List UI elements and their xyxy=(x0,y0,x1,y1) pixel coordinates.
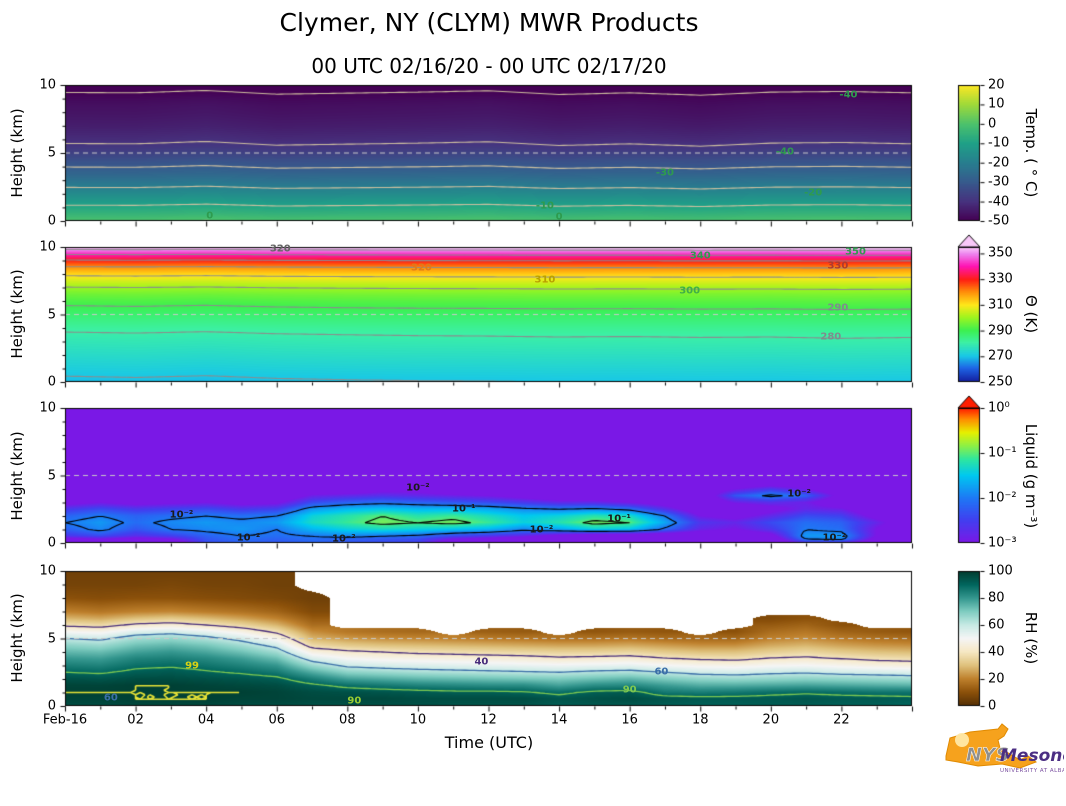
y-tick-label: 10 xyxy=(39,77,56,93)
colorbar-tick-label: -20 xyxy=(988,155,1010,171)
y-axis-label-liquid: Height (km) xyxy=(8,431,26,521)
y-tick-label: 5 xyxy=(47,468,56,483)
contour-label: 330 xyxy=(827,260,849,272)
x-tick-label: 22 xyxy=(833,712,850,728)
contour-label: 310 xyxy=(534,274,556,286)
x-tick-label: 16 xyxy=(621,712,638,728)
contour-label: 10⁻² xyxy=(822,532,847,544)
y-axis-label-temperature: Height (km) xyxy=(8,108,26,198)
colorbar-tick-label: -40 xyxy=(988,194,1010,210)
contour-label: 340 xyxy=(689,250,711,262)
colorbar-tick-label: 310 xyxy=(988,297,1013,313)
colorbar-tick-label: 270 xyxy=(988,348,1013,364)
contour-label: 280 xyxy=(820,331,842,343)
colorbar-label-rh: RH (%) xyxy=(1022,611,1040,665)
contour-label: 350 xyxy=(845,246,866,258)
colorbar-tick-label: 10⁰ xyxy=(988,400,1010,416)
y-tick-label: 10 xyxy=(39,239,56,255)
contour-label: 10⁻² xyxy=(406,482,430,494)
contour-label: -20 xyxy=(804,187,823,199)
x-tick-label: 08 xyxy=(339,712,356,728)
y-tick-label: 5 xyxy=(47,307,56,322)
contour-label: -10 xyxy=(535,200,554,212)
x-tick-label: 20 xyxy=(762,712,780,728)
colorbar-tick-label: 20 xyxy=(988,671,1005,687)
colorbar-label-liquid: Liquid (g m⁻³) xyxy=(1022,423,1040,529)
x-axis-label: Time (UTC) xyxy=(444,733,534,752)
x-tick-label: 04 xyxy=(197,712,215,728)
colorbar-tick-label: 20 xyxy=(988,77,1005,93)
contour-label: 90 xyxy=(347,695,362,707)
contour-label: 99 xyxy=(185,660,200,672)
contour-label: 10⁻² xyxy=(529,524,554,535)
x-tick-label: Feb-16 xyxy=(42,712,88,728)
colorbar-tick-label: 350 xyxy=(988,245,1013,261)
colorbar-tick-label: 10⁻³ xyxy=(988,535,1017,551)
y-axis-label-rh: Height (km) xyxy=(8,593,26,683)
contour-label: 10⁻¹ xyxy=(607,513,631,525)
colorbar-tick-label: 60 xyxy=(988,617,1005,633)
y-tick-label: 5 xyxy=(47,145,56,161)
colorbar-tick-label: 80 xyxy=(988,590,1005,606)
x-tick-label: 18 xyxy=(691,712,709,728)
contour-label: 290 xyxy=(827,302,849,314)
contour-label: 10⁻² xyxy=(332,533,356,545)
contour-label: 60 xyxy=(654,666,669,678)
colorbar-tick-label: 290 xyxy=(988,323,1013,339)
y-tick-label: 10 xyxy=(39,563,56,579)
y-tick-label: 5 xyxy=(47,631,56,646)
colorbar-tick-label: 10⁻¹ xyxy=(988,445,1017,461)
sun-icon xyxy=(955,733,969,747)
x-tick-label: 12 xyxy=(480,712,497,728)
colorbar-tick-label: 250 xyxy=(988,374,1013,390)
logo-university-text: UNIVERSITY AT ALBANY xyxy=(1000,768,1064,774)
x-tick-label: 06 xyxy=(268,712,286,728)
colorbar-tick-label: 0 xyxy=(988,116,997,132)
colorbar-label-theta: Θ (K) xyxy=(1022,294,1040,334)
colorbar-tick-label: -30 xyxy=(988,174,1010,190)
x-tick-label: 10 xyxy=(409,712,427,728)
contour-label: 320 xyxy=(269,243,291,255)
page-title: Clymer, NY (CLYM) MWR Products xyxy=(279,8,699,37)
logo-mesonet-text: Mesonet xyxy=(1000,746,1064,766)
colorbar-tick-label: 40 xyxy=(988,644,1005,660)
contour-label: 40 xyxy=(474,656,489,668)
contour-label: -40 xyxy=(839,89,858,101)
nys-mesonet-logo: NYS Mesonet UNIVERSITY AT ALBANY xyxy=(945,723,1064,774)
y-tick-label: 0 xyxy=(47,374,56,390)
contour-label: 320 xyxy=(411,262,432,274)
contour-label: 0 xyxy=(555,211,563,223)
y-tick-label: 0 xyxy=(47,535,56,551)
colorbar-label-temperature: Temp. ( ° C) xyxy=(1022,108,1040,198)
contour-label: 300 xyxy=(679,285,701,297)
colorbar-tick-label: 10⁻² xyxy=(988,490,1017,506)
colorbar-tick-label: 0 xyxy=(988,698,997,714)
y-tick-label: 0 xyxy=(47,698,56,714)
contour-label: -40 xyxy=(775,146,794,158)
contour-label: 10⁻² xyxy=(787,488,811,500)
y-tick-label: 10 xyxy=(39,400,56,416)
colorbar-tick-label: 10 xyxy=(988,96,1005,112)
x-tick-label: 14 xyxy=(550,712,568,728)
contour-label: 10⁻² xyxy=(236,532,261,544)
contour-label: 10⁻¹ xyxy=(451,503,476,515)
y-tick-label: 0 xyxy=(47,213,56,229)
colorbar-tick-label: -10 xyxy=(988,135,1010,151)
logo-nys-text: NYS xyxy=(966,744,1009,766)
colorbar-tick-label: 330 xyxy=(988,271,1013,287)
contour-label: 90 xyxy=(622,684,637,696)
ny-state-shape xyxy=(945,723,1038,769)
contour-label: 60 xyxy=(103,692,118,704)
colorbar-tick-label: -50 xyxy=(988,213,1010,229)
y-axis-label-theta: Height (km) xyxy=(8,269,26,359)
contour-label: -30 xyxy=(655,167,674,179)
contour-label: 0 xyxy=(206,210,214,222)
x-tick-label: 02 xyxy=(127,712,144,728)
colorbar-tick-label: 100 xyxy=(988,563,1013,579)
page-subtitle: 00 UTC 02/16/20 - 00 UTC 02/17/20 xyxy=(311,54,667,78)
contour-label: 10⁻² xyxy=(169,509,194,521)
